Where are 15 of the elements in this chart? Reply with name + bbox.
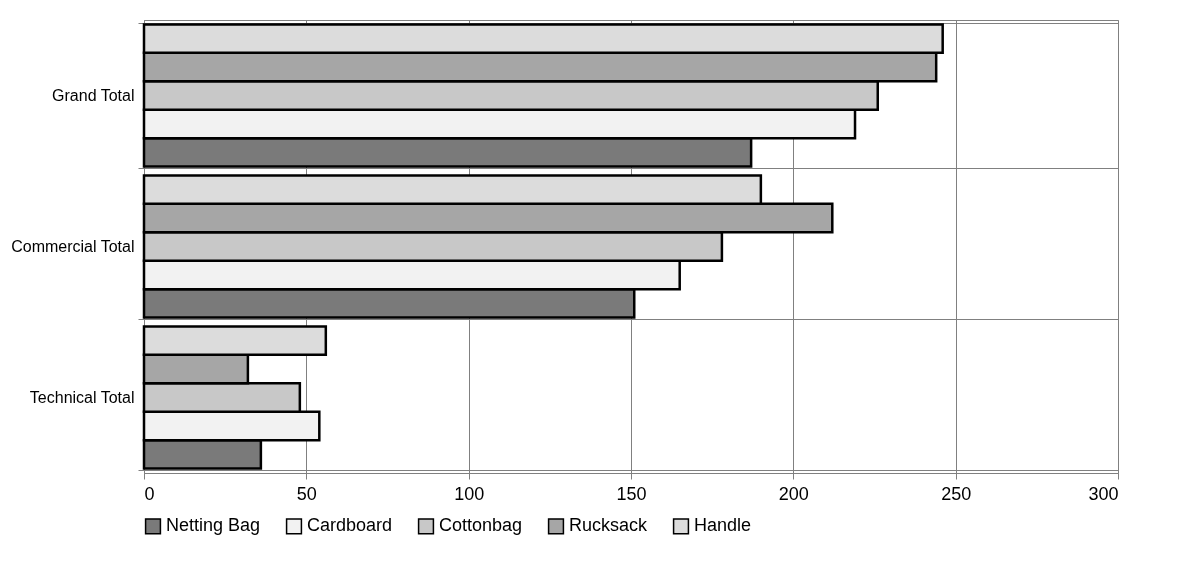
- y-tick-label: Grand Total: [52, 87, 135, 104]
- x-tick-label: 300: [1088, 483, 1119, 504]
- legend-label: Rucksack: [569, 515, 649, 536]
- x-tick-label: 100: [454, 483, 485, 504]
- legend-label: Handle: [694, 515, 752, 536]
- y-tick-label: Commercial Total: [11, 238, 135, 255]
- legend-label: Cardboard: [307, 515, 393, 536]
- x-tick-label: 150: [616, 483, 647, 504]
- y-tick-label: Technical Total: [29, 389, 135, 406]
- x-tick-label: 250: [941, 483, 972, 504]
- x-tick-label: 50: [296, 483, 317, 504]
- legend-label: Cottonbag: [439, 515, 523, 536]
- x-tick-label: 200: [778, 483, 809, 504]
- x-tick-label: 0: [144, 483, 155, 504]
- legend-label: Netting Bag: [166, 515, 261, 536]
